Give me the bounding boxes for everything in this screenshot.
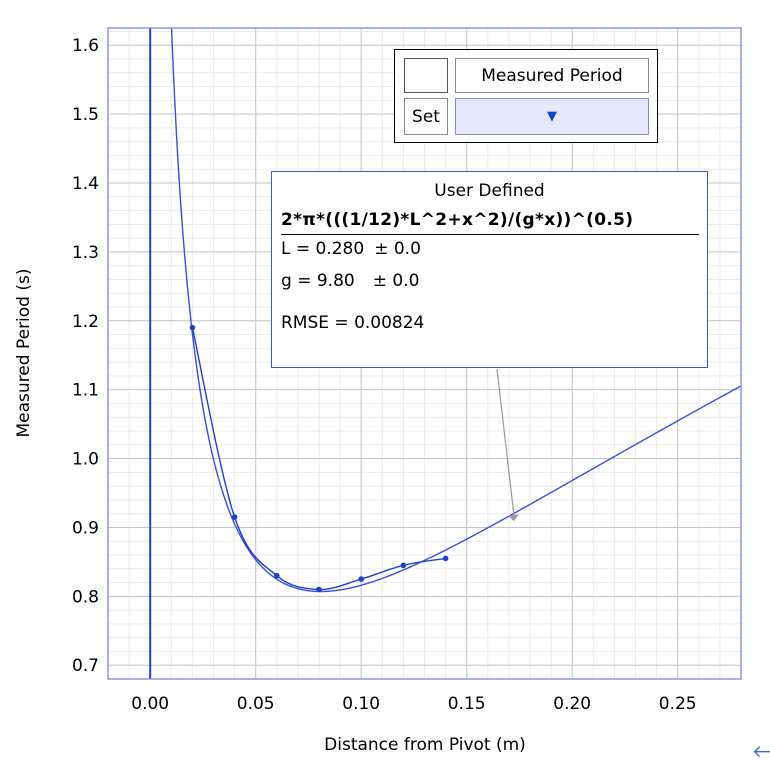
- fit-leader-line: [496, 368, 515, 517]
- y-tick-label: 1.4: [72, 174, 99, 194]
- series-dropdown[interactable]: ▼: [455, 98, 649, 135]
- y-tick-labels: 0.7 0.8 0.9 1.0 1.1 1.2 1.3 1.4 1.5 1.6: [72, 36, 99, 676]
- y-tick-label: 0.9: [72, 518, 99, 538]
- chevron-down-icon: ▼: [547, 109, 557, 124]
- legend-box: Measured Period Set ▼: [394, 49, 658, 143]
- data-point[interactable]: [274, 572, 280, 579]
- data-point[interactable]: [189, 324, 196, 331]
- fit-formula: 2*π*(((1/12)*L^2+x^2)/(g*x))^(0.5): [281, 210, 634, 230]
- y-tick-label: 1.3: [72, 243, 99, 263]
- fit-rmse: RMSE = 0.00824: [281, 313, 425, 333]
- x-axis-title: Distance from Pivot (m): [324, 735, 526, 755]
- x-tick-label: 0.05: [237, 694, 275, 714]
- fit-param-l: L = 0.280 ± 0.0: [281, 239, 421, 259]
- y-tick-label: 0.8: [72, 587, 99, 607]
- x-tick-label: 0.15: [448, 694, 486, 714]
- y-tick-label: 1.1: [72, 381, 99, 401]
- legend-swatch[interactable]: [404, 58, 448, 93]
- y-tick-label: 1.5: [72, 105, 99, 125]
- fit-curve: [170, 28, 741, 593]
- arrow-left-icon[interactable]: 🡐: [752, 742, 770, 762]
- y-tick-label: 1.0: [72, 450, 99, 470]
- x-tick-label: 0.10: [342, 694, 380, 714]
- y-tick-label: 1.6: [72, 36, 99, 56]
- y-tick-label: 1.2: [72, 312, 99, 332]
- x-tick-label: 0.25: [659, 694, 697, 714]
- fit-param-g-uncertainty: ± 0.0: [372, 271, 420, 291]
- fit-leader-arrow-icon: [508, 514, 519, 521]
- set-button[interactable]: Set: [404, 98, 448, 135]
- data-point[interactable]: [400, 562, 407, 569]
- fit-title: User Defined: [434, 181, 545, 201]
- data-point[interactable]: [442, 555, 449, 562]
- legend-series-label[interactable]: Measured Period: [455, 58, 649, 93]
- data-point[interactable]: [316, 586, 322, 593]
- fit-param-g: g = 9.80 ± 0.0: [281, 271, 419, 291]
- fit-param-l-value: L = 0.280: [281, 239, 365, 259]
- data-point[interactable]: [358, 576, 365, 582]
- plot-frame: [107, 27, 742, 680]
- x-tick-label: 0.20: [553, 694, 591, 714]
- fit-result-box[interactable]: User Defined 2*π*(((1/12)*L^2+x^2)/(g*x)…: [271, 171, 708, 368]
- y-axis-title: Measured Period (s): [14, 269, 34, 438]
- fit-divider: [281, 234, 699, 235]
- x-tick-label: 0.00: [131, 694, 169, 714]
- fit-param-l-uncertainty: ± 0.0: [374, 239, 421, 259]
- y-tick-label: 0.7: [72, 656, 99, 676]
- data-point[interactable]: [231, 514, 238, 520]
- data-points: [189, 324, 449, 593]
- fit-param-g-value: g = 9.80: [281, 271, 355, 291]
- x-tick-labels: 0.00 0.05 0.10 0.15 0.20 0.25: [131, 694, 696, 714]
